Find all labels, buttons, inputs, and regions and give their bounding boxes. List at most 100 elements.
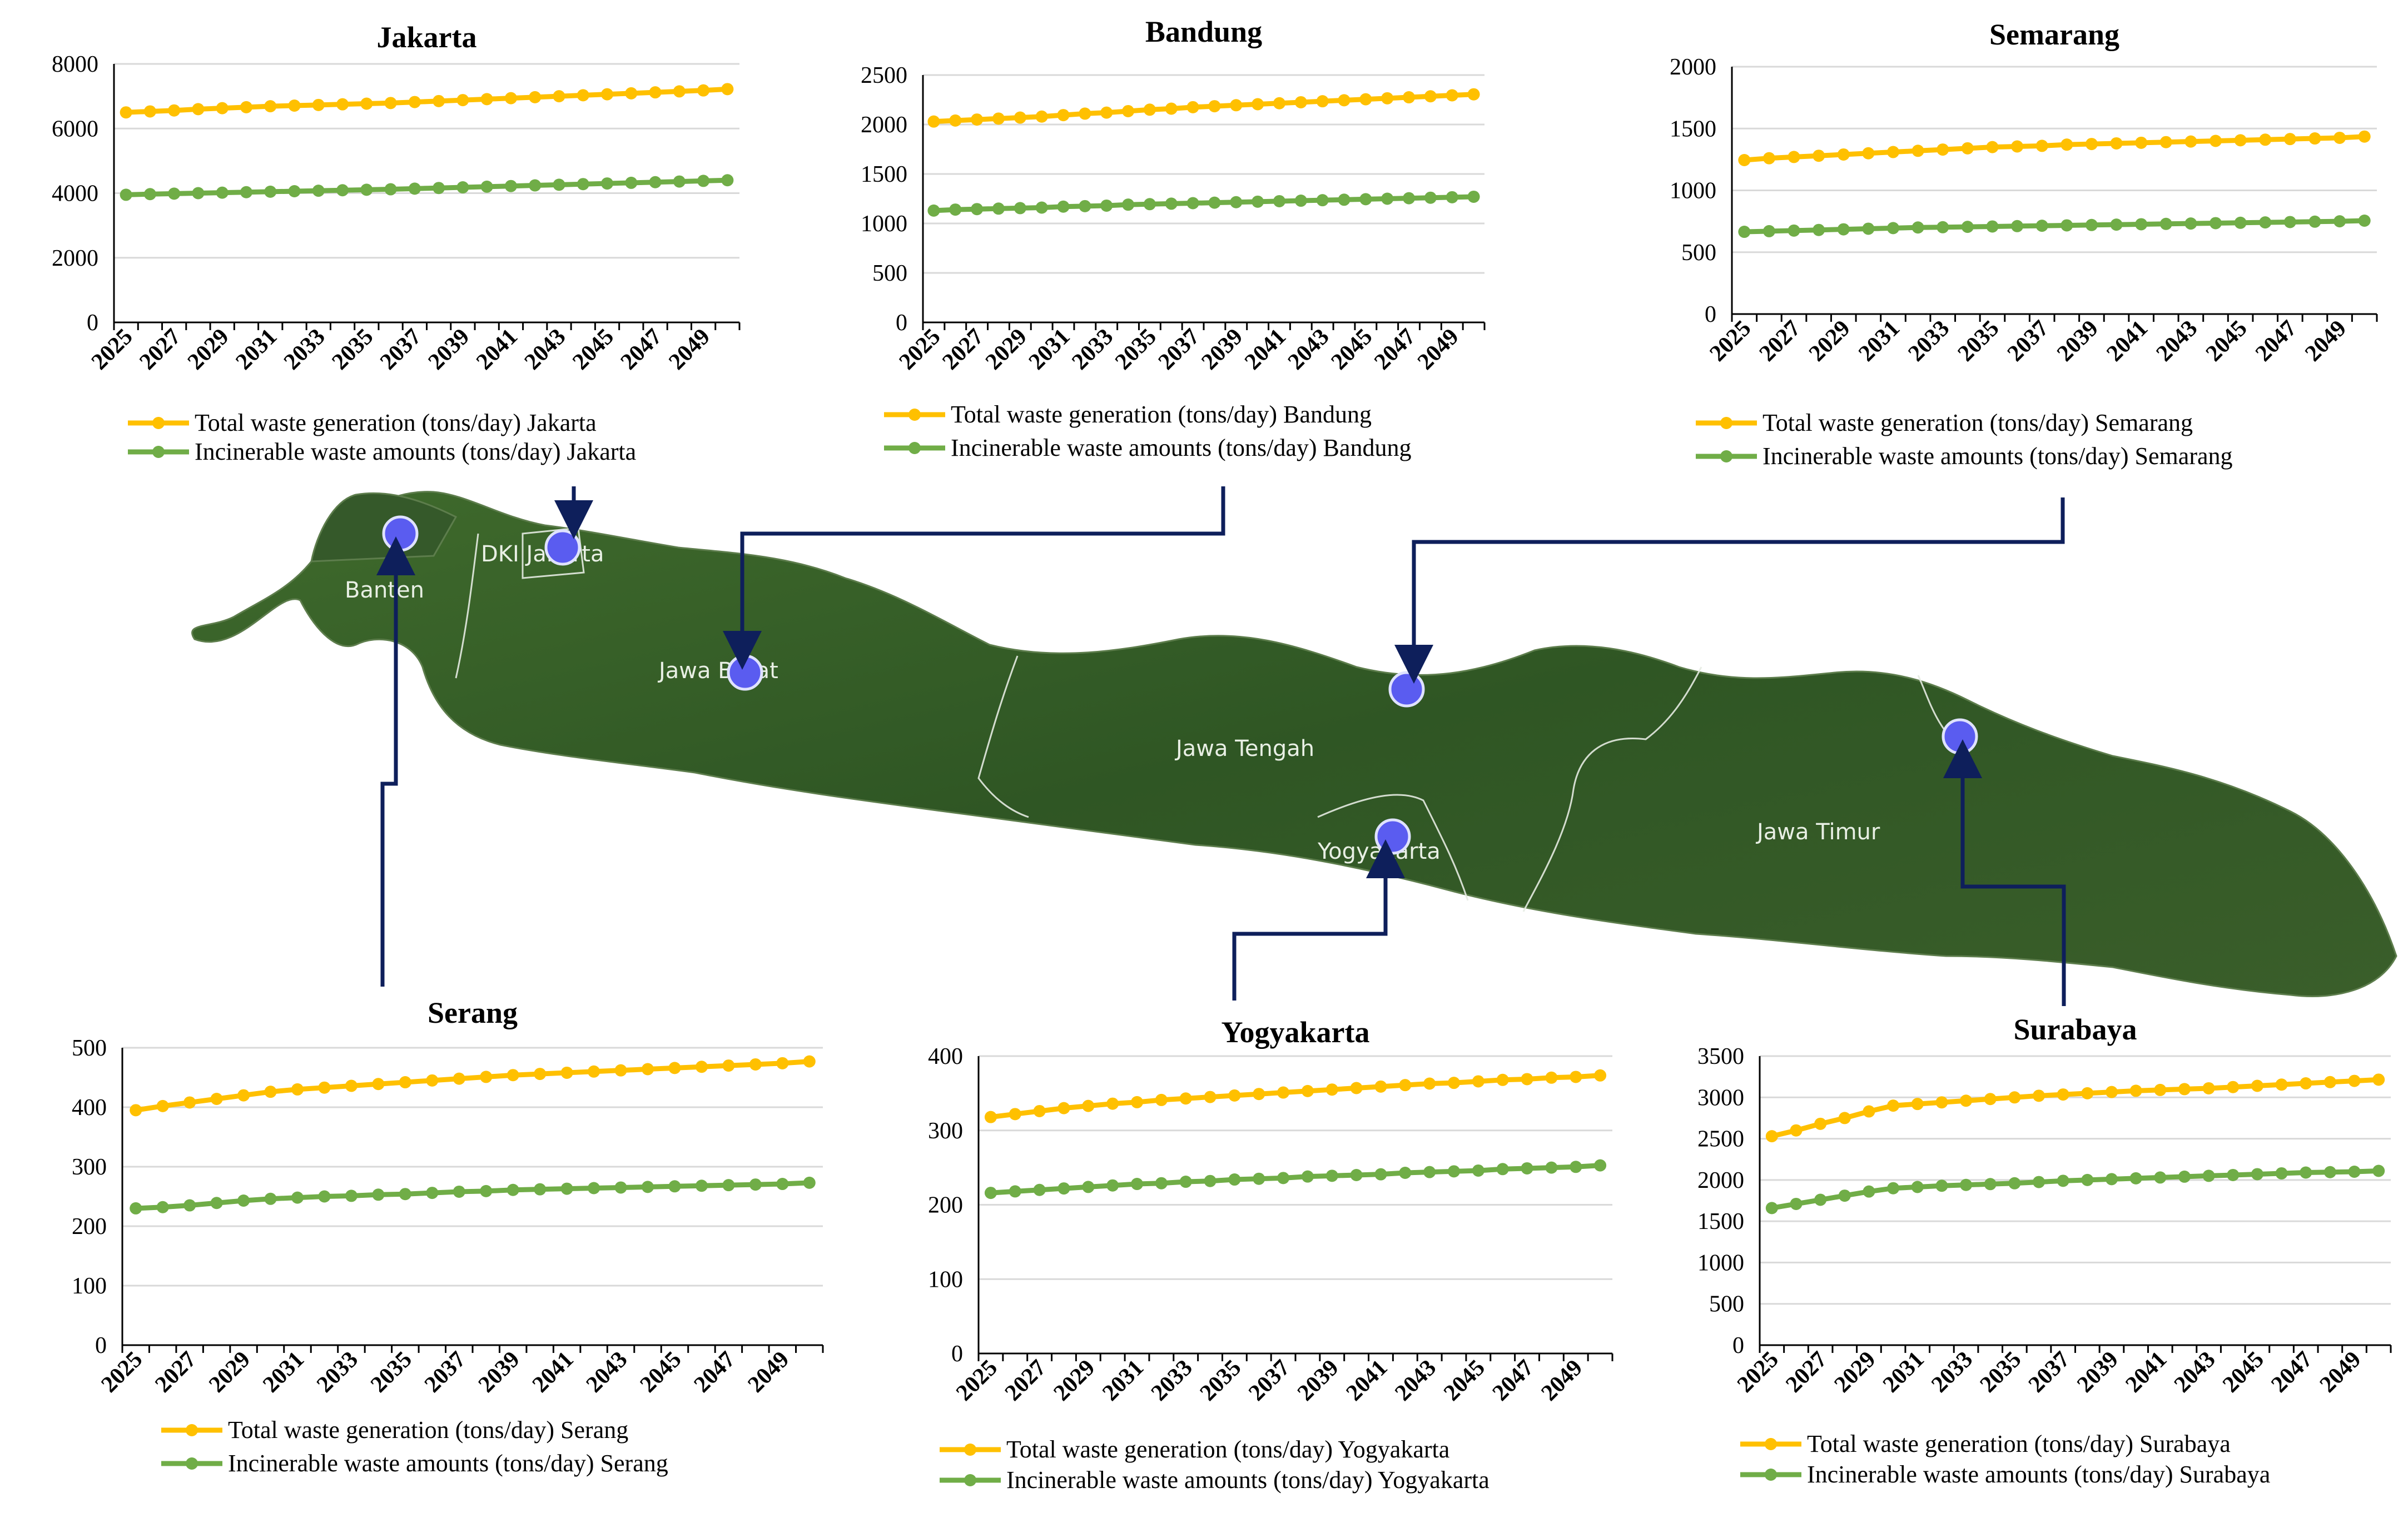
data-point-incinerable: [384, 183, 397, 196]
x-tick-label: 2047: [1369, 324, 1421, 375]
connector-arrows: [376, 486, 2066, 1006]
data-point-incinerable: [1106, 1179, 1119, 1192]
data-point-incinerable: [192, 187, 205, 200]
map-label-dki-jakarta: DKI Jakarta: [481, 541, 604, 567]
x-tick-label: 2029: [981, 324, 1032, 375]
data-point-incinerable: [2011, 220, 2024, 232]
chart-semarang: Semarang05001000150020002025202720292031…: [1670, 18, 2378, 470]
y-tick-label: 500: [72, 1036, 107, 1061]
data-point-incinerable: [507, 1183, 519, 1196]
marker-serang[interactable]: [382, 515, 419, 552]
y-tick-label: 1000: [1697, 1250, 1744, 1276]
data-point-total: [721, 83, 734, 96]
data-point-incinerable: [529, 179, 542, 192]
data-point-incinerable: [2323, 1166, 2336, 1178]
data-point-total: [992, 112, 1005, 125]
data-point-incinerable: [399, 1188, 411, 1201]
data-point-incinerable: [577, 178, 589, 191]
x-tick-label: 2049: [1536, 1355, 1587, 1406]
x-tick-label: 2033: [1067, 324, 1118, 375]
x-tick-label: 2041: [2121, 1347, 2172, 1398]
data-point-incinerable: [984, 1187, 997, 1200]
data-point-incinerable: [1887, 222, 1899, 235]
x-tick-label: 2045: [2201, 316, 2252, 367]
data-point-total: [1472, 1075, 1484, 1088]
data-point-incinerable: [1911, 221, 1924, 234]
y-tick-label: 6000: [52, 116, 98, 142]
data-point-incinerable: [1986, 220, 1999, 233]
x-tick-label: 2039: [2052, 316, 2103, 367]
data-point-total: [1294, 96, 1307, 108]
y-tick-label: 500: [1681, 240, 1716, 266]
data-point-incinerable: [2033, 1176, 2045, 1188]
y-tick-label: 1000: [1670, 178, 1716, 204]
data-point-incinerable: [803, 1176, 816, 1189]
data-point-total: [480, 1071, 493, 1083]
marker-yogyakarta[interactable]: [1374, 818, 1411, 855]
data-point-incinerable: [2105, 1173, 2118, 1186]
data-point-incinerable: [237, 1194, 250, 1207]
data-point-total: [749, 1058, 762, 1071]
marker-bandung[interactable]: [727, 654, 763, 691]
x-tick-label: 2049: [743, 1347, 794, 1398]
data-point-total: [1033, 1104, 1046, 1117]
data-point-incinerable: [1424, 191, 1437, 204]
legend-label: Total waste generation (tons/day) Jakart…: [195, 409, 597, 436]
x-tick-label: 2039: [474, 1347, 525, 1398]
series-line-incinerable: [1771, 1168, 2379, 1211]
data-point-total: [668, 1062, 681, 1074]
data-point-incinerable: [2129, 1172, 2142, 1184]
marker-surabaya[interactable]: [1942, 718, 1978, 755]
data-point-total: [1448, 1077, 1460, 1089]
data-point-total: [453, 1072, 465, 1085]
y-tick-label: 400: [928, 1044, 963, 1069]
map-label-jawa-timur: Jawa Timur: [1755, 819, 1880, 845]
data-point-total: [507, 1069, 519, 1082]
data-point-total: [697, 84, 710, 97]
x-tick-label: 2027: [1000, 1355, 1051, 1406]
y-tick-label: 4000: [52, 181, 98, 207]
chart-bandung: Bandung050010001500200025002025202720292…: [861, 15, 1486, 461]
data-point-total: [776, 1057, 789, 1069]
data-point-incinerable: [1253, 1172, 1265, 1185]
legend-swatch-dot: [152, 446, 165, 458]
series-line-total: [135, 1059, 810, 1113]
data-point-incinerable: [1862, 222, 1875, 235]
data-point-total: [2085, 138, 2098, 151]
x-tick-label: 2033: [1146, 1355, 1198, 1406]
x-tick-label: 2035: [1110, 324, 1161, 375]
legend-swatch-dot: [964, 1474, 976, 1486]
data-point-incinerable: [2178, 1170, 2191, 1183]
x-tick-label: 2037: [1244, 1355, 1295, 1406]
marker-jakarta[interactable]: [544, 529, 581, 566]
y-tick-label: 1500: [1670, 116, 1716, 142]
x-tick-label: 2029: [1049, 1355, 1100, 1406]
data-point-incinerable: [1738, 226, 1751, 238]
data-point-incinerable: [1338, 193, 1351, 206]
data-point-total: [803, 1055, 816, 1068]
data-point-incinerable: [2308, 215, 2321, 228]
data-point-incinerable: [408, 182, 421, 195]
data-point-total: [1106, 1097, 1119, 1110]
data-point-total: [1338, 94, 1351, 107]
x-tick-label: 2043: [582, 1347, 633, 1398]
data-point-total: [1403, 91, 1416, 104]
data-point-total: [2283, 133, 2296, 146]
data-point-incinerable: [949, 203, 962, 216]
legend-label: Incinerable waste amounts (tons/day) Ser…: [228, 1450, 668, 1477]
y-tick-label: 0: [896, 310, 907, 336]
data-point-incinerable: [2202, 1169, 2215, 1182]
x-tick-label: 2045: [635, 1347, 687, 1398]
data-point-incinerable: [288, 185, 301, 198]
x-tick-label: 2033: [312, 1347, 363, 1398]
data-point-total: [2105, 1086, 2118, 1098]
data-point-incinerable: [372, 1188, 385, 1201]
data-point-total: [336, 98, 349, 111]
data-point-incinerable: [1122, 198, 1135, 211]
legend-label: Incinerable waste amounts (tons/day) Yog…: [1006, 1466, 1490, 1494]
data-point-incinerable: [2348, 1166, 2361, 1178]
x-tick-label: 2047: [2266, 1347, 2317, 1398]
data-point-incinerable: [1277, 1172, 1290, 1184]
data-point-total: [2184, 135, 2197, 148]
marker-semarang[interactable]: [1388, 671, 1425, 708]
